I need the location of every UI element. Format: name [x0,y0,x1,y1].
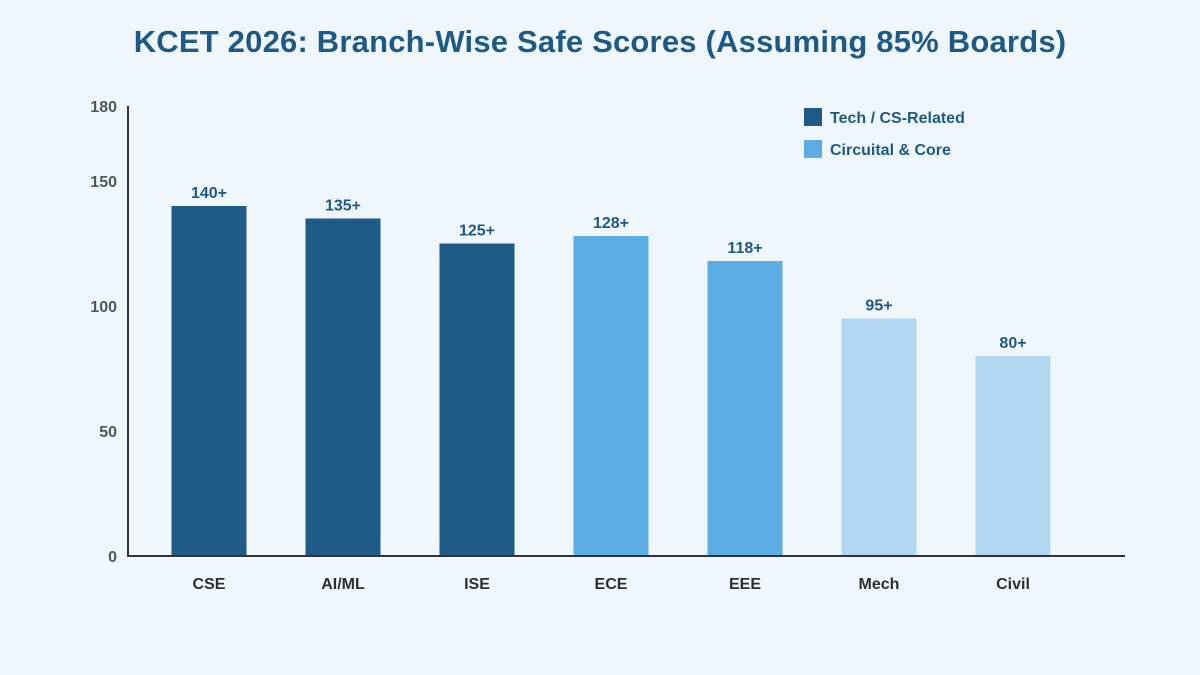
x-tick-label: Civil [996,576,1030,593]
bar-ise [439,243,515,556]
x-tick-label: EEE [729,576,761,593]
data-label: 118+ [727,240,762,257]
data-label: 125+ [459,223,495,240]
data-label: 95+ [865,298,892,315]
x-tick-label: ECE [595,576,628,593]
y-tick-label: 0 [108,549,117,566]
data-label: 140+ [191,185,227,202]
x-tick-label: ISE [464,576,490,593]
bar-civil [975,356,1051,556]
chart-title: KCET 2026: Branch-Wise Safe Scores (Assu… [133,24,1067,59]
x-tick-label: CSE [193,576,226,593]
legend-swatch [804,108,822,126]
bar-mech [841,318,917,556]
data-label: 128+ [593,215,629,232]
x-tick-label: AI/ML [321,576,365,593]
y-tick-label: 180 [90,99,117,116]
x-tick-label: Mech [859,576,900,593]
legend-label: Tech / CS-Related [830,110,965,127]
bar-eee [707,261,783,556]
legend-label: Circuital & Core [830,142,951,159]
data-label: 135+ [325,198,361,215]
legend-swatch [804,140,822,158]
bar-ai-ml [305,218,381,556]
y-tick-label: 150 [90,174,117,191]
bar-cse [171,206,247,556]
y-tick-label: 100 [90,299,117,316]
bar-ece [573,236,649,556]
y-tick-label: 50 [99,424,117,441]
data-label: 80+ [999,335,1026,352]
